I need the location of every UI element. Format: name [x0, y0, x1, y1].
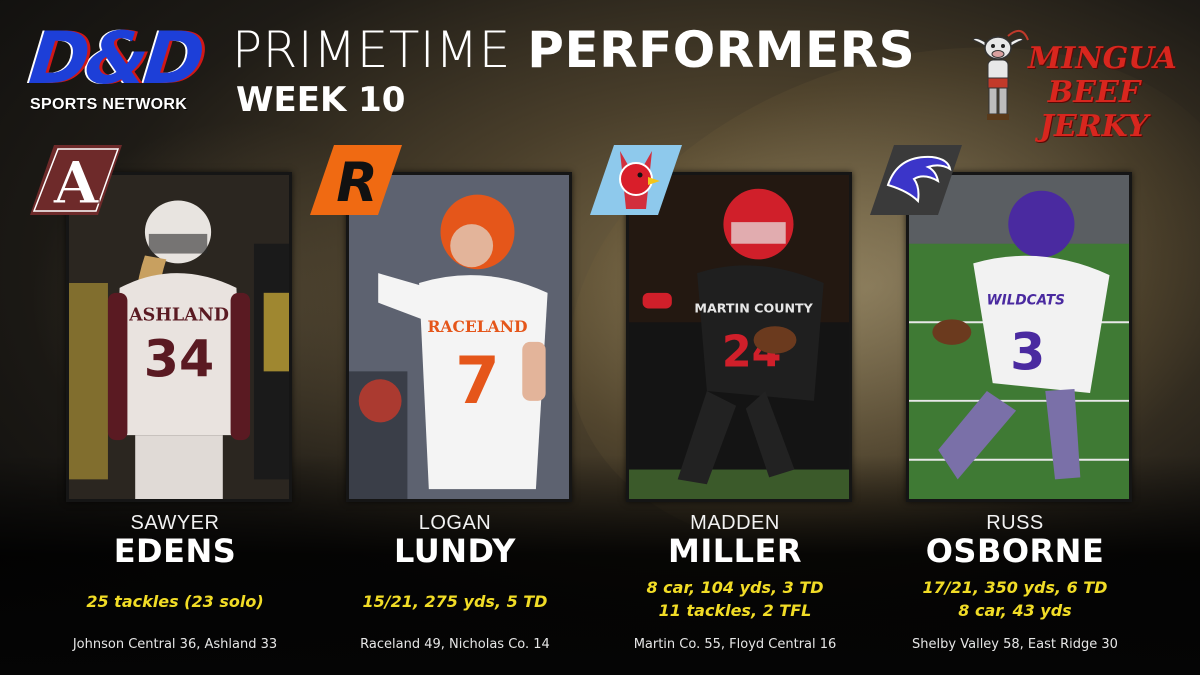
cardinal-logo-icon: [590, 145, 682, 215]
network-logo-letters: D&D: [25, 16, 205, 100]
player-last-name: EDENS: [113, 532, 237, 570]
game-score: Johnson Central 36, Ashland 33: [72, 637, 278, 652]
sponsor-name-line2: BEEF JERKY: [1039, 75, 1149, 144]
sponsor-logo: MINGUA BEEF JERKY: [958, 18, 1177, 144]
network-logo: D&D SPORTS NETWORK: [26, 16, 212, 120]
player-photo: MARTIN COUNTY 24: [626, 172, 852, 502]
jersey-number: 34: [144, 329, 214, 388]
player-stat-line: 17/21, 350 yds, 6 TD: [922, 578, 1108, 597]
player-card: WILDCATS 3 RUSS OSBORNE 17/21, 350 yds, …: [870, 145, 1132, 652]
svg-text:R: R: [336, 151, 378, 214]
player-photo: RACELAND 7: [346, 172, 572, 502]
player-stat-line: 15/21, 275 yds, 5 TD: [362, 592, 548, 611]
sponsor-name: MINGUA BEEF JERKY: [1028, 41, 1177, 144]
title-bold: PERFORMERS: [527, 21, 916, 79]
sponsor-name-line1: MINGUA: [1028, 41, 1177, 76]
bull-cowboy-mascot-icon: [972, 29, 1029, 120]
player-first-name: LOGAN: [418, 512, 492, 534]
player-stat-line: 25 tackles (23 solo): [86, 592, 264, 611]
jersey-number: 3: [1010, 322, 1045, 381]
player-first-name: RUSS: [986, 512, 1044, 534]
player-last-name: OSBORNE: [925, 532, 1105, 570]
player-card: MARTIN COUNTY 24 MADDEN MILLER 8 car, 10…: [590, 145, 852, 652]
player-stat-line: 11 tackles, 2 TFL: [658, 601, 812, 620]
raceland-r-logo-icon: R: [310, 145, 402, 215]
svg-text:RACELAND: RACELAND: [428, 317, 528, 336]
page-title: PRIMETIME PERFORMERS: [232, 22, 915, 78]
player-first-name: SAWYER: [130, 512, 220, 534]
svg-text:WILDCATS: WILDCATS: [987, 293, 1066, 309]
game-score: Martin Co. 55, Floyd Central 16: [633, 637, 837, 652]
player-last-name: MILLER: [667, 532, 803, 570]
jersey-number: 7: [455, 344, 500, 419]
game-score: Shelby Valley 58, East Ridge 30: [912, 637, 1118, 652]
player-photo: WILDCATS 3: [906, 172, 1132, 502]
game-score: Raceland 49, Nicholas Co. 14: [360, 637, 550, 652]
wildcat-logo-icon: [870, 145, 962, 215]
network-logo-subtitle: SPORTS NETWORK: [30, 96, 188, 113]
player-photo: ASHLAND 34: [66, 172, 292, 502]
player-last-name: LUNDY: [394, 532, 516, 570]
player-card: R RACELAND 7 LOGAN LUNDY 15/21, 275 yds,…: [310, 145, 572, 652]
player-card: A ASHLAND 34 SAWYER EDENS 25 tackles (23…: [30, 145, 292, 652]
svg-text:A: A: [52, 149, 99, 215]
week-label: WEEK 10: [236, 80, 406, 120]
title-light: PRIMETIME: [232, 21, 511, 79]
player-first-name: MADDEN: [690, 512, 780, 534]
svg-text:ASHLAND: ASHLAND: [128, 304, 229, 325]
ashland-a-logo-icon: A: [30, 145, 122, 215]
player-stat-line: 8 car, 104 yds, 3 TD: [646, 578, 824, 597]
player-stat-line: 8 car, 43 yds: [958, 601, 1072, 620]
svg-text:MARTIN COUNTY: MARTIN COUNTY: [694, 300, 813, 315]
